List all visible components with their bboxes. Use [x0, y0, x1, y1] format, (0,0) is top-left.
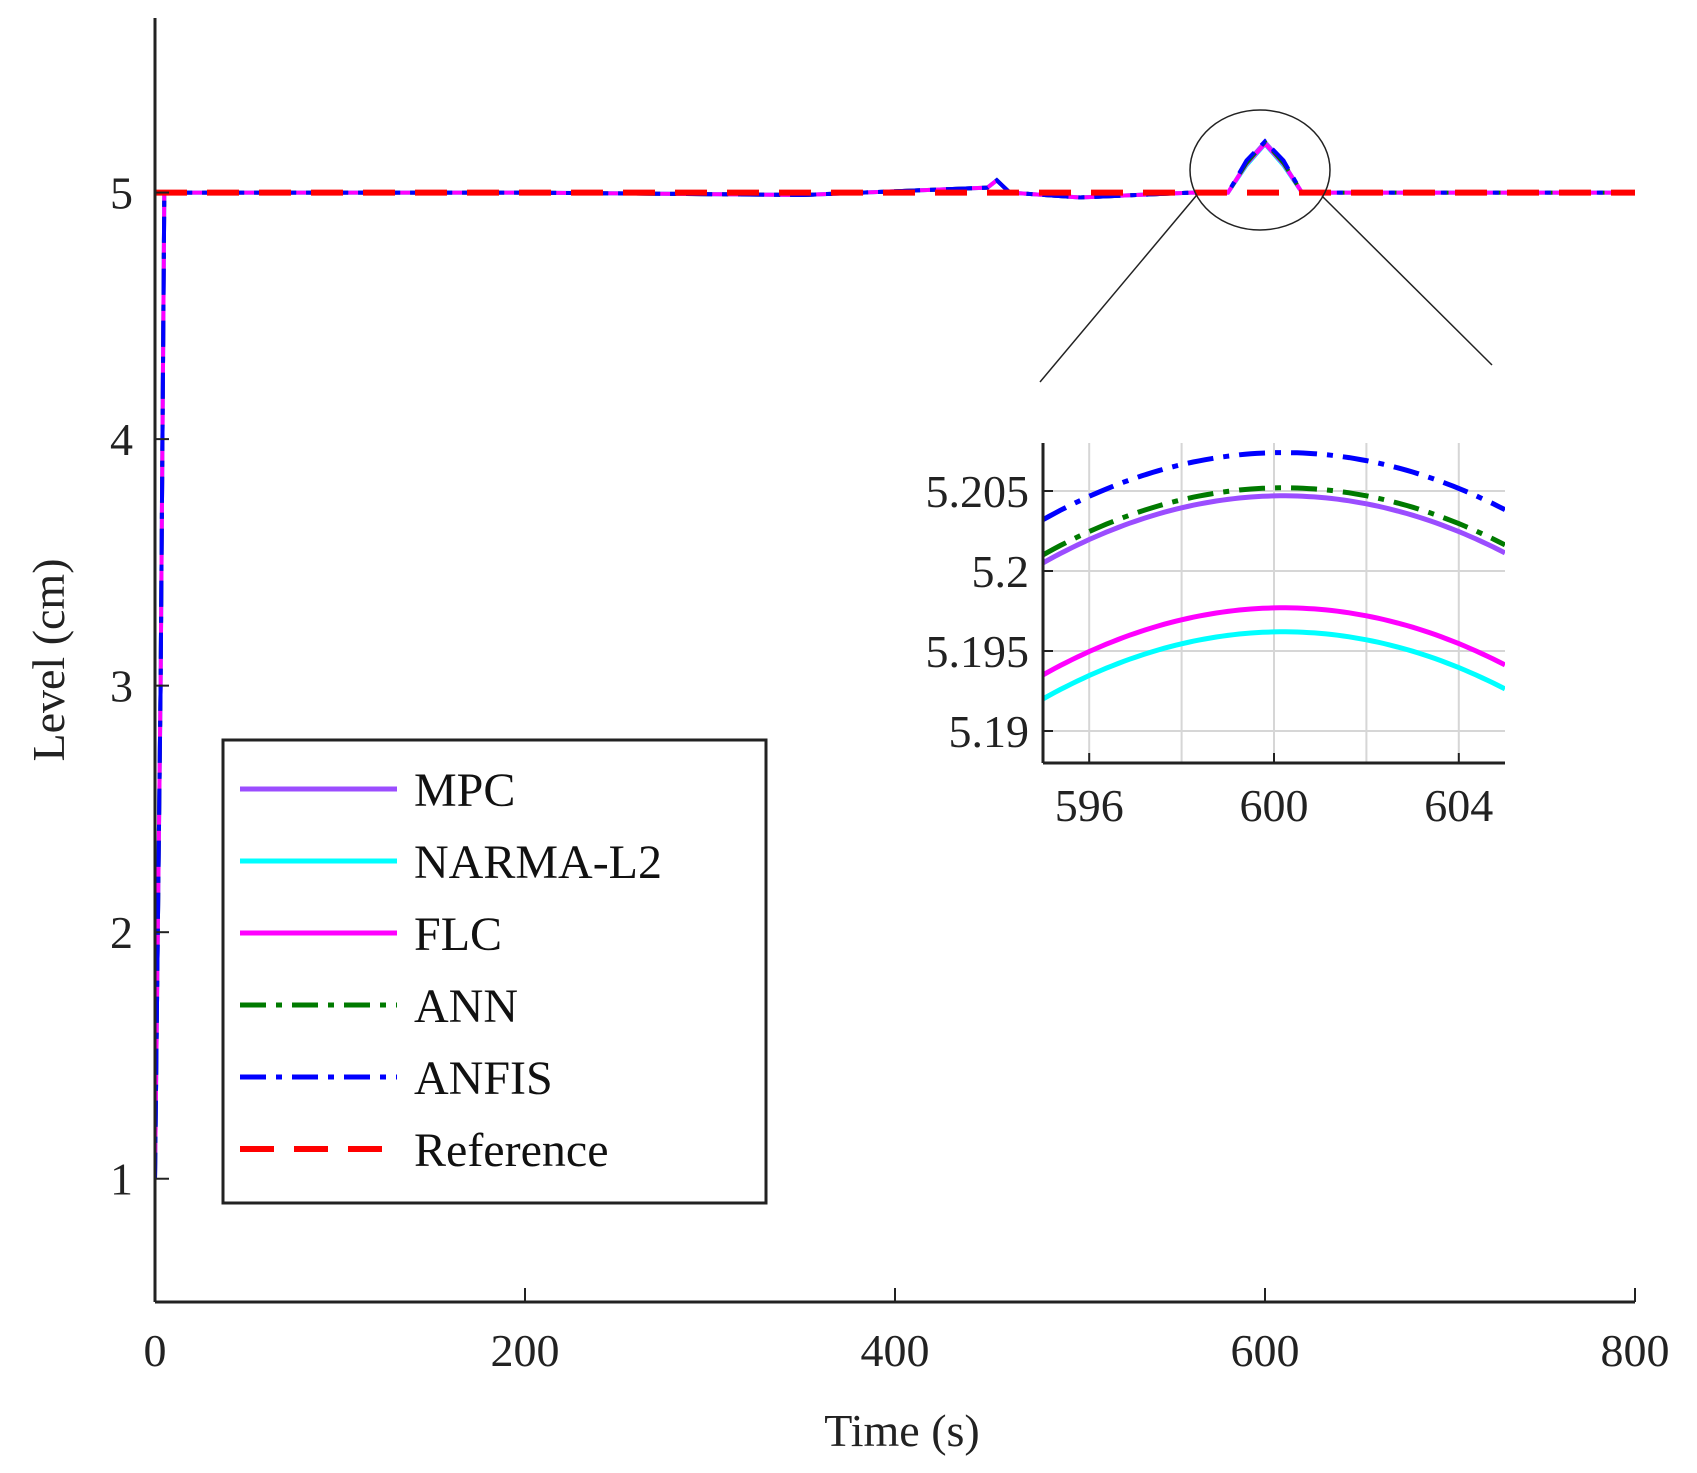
inset-y-tick-label: 5.205 — [926, 466, 1030, 517]
legend-label-flc: FLC — [414, 908, 502, 961]
legend-box — [221, 738, 768, 1205]
main-series-group — [155, 138, 1635, 1179]
x-tick-label: 600 — [1231, 1325, 1300, 1376]
legend-label-ann: ANN — [414, 980, 518, 1033]
zoom-connector-right — [1321, 195, 1493, 366]
legend-items: MPC NARMA-L2 FLC ANN ANFIS Reference — [240, 764, 662, 1177]
inset-curve-flc — [1043, 605, 1505, 678]
y-tick-label: 1 — [110, 1154, 133, 1205]
x-tick-label: 800 — [1601, 1325, 1670, 1376]
legend-label-mpc: MPC — [414, 764, 515, 817]
inset-y-tick-label: 5.195 — [926, 626, 1030, 677]
inset-curve-mpc — [1043, 493, 1505, 566]
y-ticks: 1 2 3 4 5 — [110, 168, 169, 1205]
inset-x-tick-label: 596 — [1055, 780, 1124, 831]
inset-y-tick-label: 5.2 — [972, 546, 1030, 597]
legend: MPC NARMA-L2 FLC ANN ANFIS Reference — [221, 738, 768, 1205]
y-tick-label: 5 — [110, 168, 133, 219]
y-tick-label: 3 — [110, 661, 133, 712]
x-tick-label: 400 — [861, 1325, 930, 1376]
legend-label-anfis: ANFIS — [414, 1052, 553, 1105]
inset-x-tick-label: 600 — [1240, 780, 1309, 831]
y-tick-label: 2 — [110, 907, 133, 958]
x-tick-label: 200 — [491, 1325, 560, 1376]
inset-curve-narma-l2 — [1043, 629, 1505, 702]
legend-label-reference: Reference — [414, 1124, 609, 1177]
y-axis-title: Level (cm) — [23, 558, 74, 761]
inset-ticks: 596 600 604 5.19 5.195 5.2 5.205 — [926, 466, 1494, 831]
legend-label-narma-l2: NARMA-L2 — [414, 836, 662, 889]
x-axis-title: Time (s) — [824, 1405, 980, 1456]
x-ticks: 0 200 400 600 800 — [144, 1288, 1670, 1376]
inset-plot: 596 600 604 5.19 5.195 5.2 5.205 — [926, 443, 1505, 831]
main-plot: 0 200 400 600 800 1 2 3 4 5 Time (s) Level (cm) — [23, 18, 1670, 1456]
zoom-connector-left — [1039, 195, 1197, 383]
inset-series-group — [1043, 450, 1505, 702]
inset-x-tick-label: 604 — [1424, 780, 1493, 831]
inset-y-tick-label: 5.19 — [949, 706, 1030, 757]
zoom-ellipse — [1189, 109, 1331, 231]
y-tick-label: 4 — [110, 414, 133, 465]
x-tick-label: 0 — [144, 1325, 167, 1376]
zoom-indicator — [1039, 109, 1493, 383]
